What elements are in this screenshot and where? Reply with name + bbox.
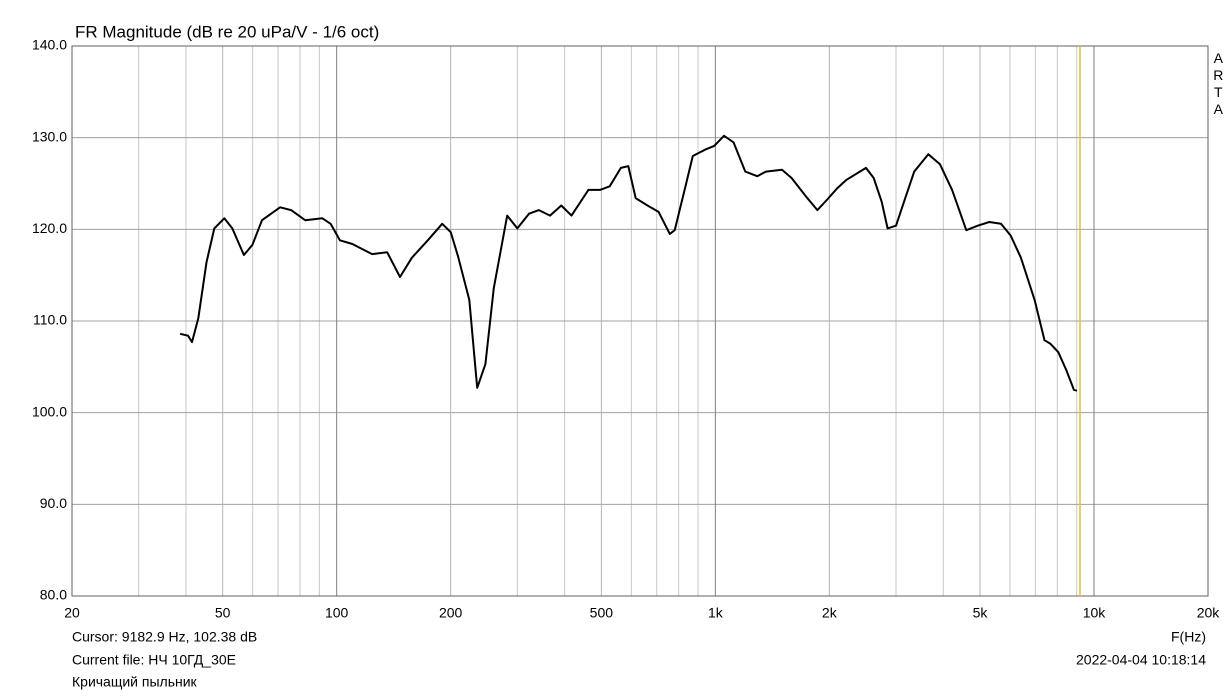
timestamp: 2022-04-04 10:18:14 xyxy=(1076,652,1206,668)
x-tick-label: 10k xyxy=(1083,605,1107,621)
plot: 80.0 90.0 100.0 110.0 120.0 130.0 140.0 20 50 100… xyxy=(32,37,1220,621)
y-tick-label: 140.0 xyxy=(32,37,67,53)
y-tick-label: 80.0 xyxy=(40,587,67,603)
brand: ARTA xyxy=(1210,50,1226,118)
x-tick-label: 20 xyxy=(64,605,80,621)
x-axis-label: F(Hz) xyxy=(1171,629,1206,645)
x-tick-label: 200 xyxy=(439,605,463,621)
x-tick-label: 5k xyxy=(973,605,989,621)
cursor-readout: Cursor: 9182.9 Hz, 102.38 dB xyxy=(72,629,257,645)
y-tick-label: 90.0 xyxy=(40,495,67,511)
y-tick-label: 110.0 xyxy=(33,312,67,328)
file-label: Current file: НЧ 10ГД_30Е xyxy=(72,652,236,668)
y-tick-label: 120.0 xyxy=(32,220,67,236)
chart-title: FR Magnitude (dB re 20 uPa/V - 1/6 oct) xyxy=(75,22,379,41)
note: Кричащий пыльник xyxy=(72,674,198,690)
fr-curve xyxy=(179,134,1078,392)
x-tick-label: 100 xyxy=(325,605,349,621)
x-tick-label: 500 xyxy=(590,605,614,621)
x-tick-label: 50 xyxy=(215,605,231,621)
x-tick-label: 20k xyxy=(1197,605,1221,621)
x-tick-label: 2k xyxy=(822,605,838,621)
plot-frame xyxy=(71,45,1209,597)
y-tick-label: 130.0 xyxy=(32,128,67,144)
y-tick-label: 100.0 xyxy=(32,403,67,419)
x-tick-label: 1k xyxy=(708,605,724,621)
